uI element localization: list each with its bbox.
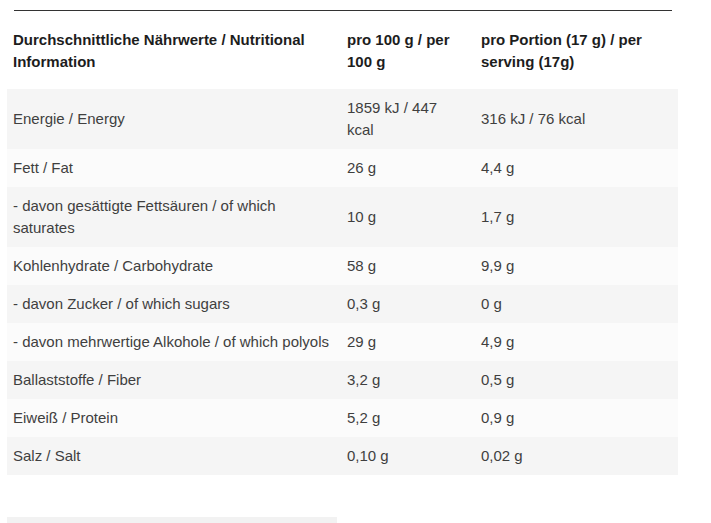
- nutrient-label: Ballaststoffe / Fiber: [7, 369, 340, 391]
- nutrient-label: Eiweiß / Protein: [7, 407, 340, 429]
- per-100g-value: 0,10 g: [340, 445, 474, 467]
- header-col-nutrient: Durchschnittliche Nährwerte / Nutritiona…: [7, 29, 340, 73]
- per-serving-value: 316 kJ / 76 kcal: [474, 108, 678, 130]
- per-serving-value: 1,7 g: [474, 206, 678, 228]
- header-col-per-100g: pro 100 g / per 100 g: [340, 29, 474, 73]
- table-row-salt: Salz / Salt 0,10 g 0,02 g: [7, 437, 678, 475]
- table-row-fiber: Ballaststoffe / Fiber 3,2 g 0,5 g: [7, 361, 678, 399]
- per-100g-value: 3,2 g: [340, 369, 474, 391]
- next-section-partial: [7, 517, 337, 523]
- per-100g-value: 5,2 g: [340, 407, 474, 429]
- per-100g-value: 0,3 g: [340, 293, 474, 315]
- per-100g-value: 26 g: [340, 157, 474, 179]
- per-100g-value: 58 g: [340, 255, 474, 277]
- table-row-protein: Eiweiß / Protein 5,2 g 0,9 g: [7, 399, 678, 437]
- table-body: Energie / Energy 1859 kJ / 447 kcal 316 …: [7, 89, 678, 475]
- nutrient-label: Salz / Salt: [7, 445, 340, 467]
- nutrient-label: - davon mehrwertige Alkohole / of which …: [7, 331, 340, 353]
- per-serving-value: 4,9 g: [474, 331, 678, 353]
- table-row-energy: Energie / Energy 1859 kJ / 447 kcal 316 …: [7, 89, 678, 149]
- per-100g-value: 1859 kJ / 447 kcal: [340, 97, 474, 141]
- nutrient-label: Kohlenhydrate / Carbohydrate: [7, 255, 340, 277]
- per-serving-value: 0,5 g: [474, 369, 678, 391]
- per-serving-value: 9,9 g: [474, 255, 678, 277]
- table-row-carbohydrate: Kohlenhydrate / Carbohydrate 58 g 9,9 g: [7, 247, 678, 285]
- nutrient-label: Energie / Energy: [7, 108, 340, 130]
- nutrition-info-page: Durchschnittliche Nährwerte / Nutritiona…: [0, 0, 711, 523]
- nutrition-table: Durchschnittliche Nährwerte / Nutritiona…: [7, 10, 678, 475]
- table-header-row: Durchschnittliche Nährwerte / Nutritiona…: [7, 11, 678, 89]
- per-serving-value: 0,02 g: [474, 445, 678, 467]
- nutrient-label: Fett / Fat: [7, 157, 340, 179]
- per-serving-value: 0 g: [474, 293, 678, 315]
- nutrient-label: - davon Zucker / of which sugars: [7, 293, 340, 315]
- table-row-polyols: - davon mehrwertige Alkohole / of which …: [7, 323, 678, 361]
- per-serving-value: 4,4 g: [474, 157, 678, 179]
- per-100g-value: 29 g: [340, 331, 474, 353]
- header-col-per-serving: pro Portion (17 g) / per serving (17g): [474, 29, 678, 73]
- table-row-sugars: - davon Zucker / of which sugars 0,3 g 0…: [7, 285, 678, 323]
- table-row-saturates: - davon gesättigte Fettsäuren / of which…: [7, 187, 678, 247]
- per-100g-value: 10 g: [340, 206, 474, 228]
- per-serving-value: 0,9 g: [474, 407, 678, 429]
- table-row-fat: Fett / Fat 26 g 4,4 g: [7, 149, 678, 187]
- nutrient-label: - davon gesättigte Fettsäuren / of which…: [7, 195, 340, 239]
